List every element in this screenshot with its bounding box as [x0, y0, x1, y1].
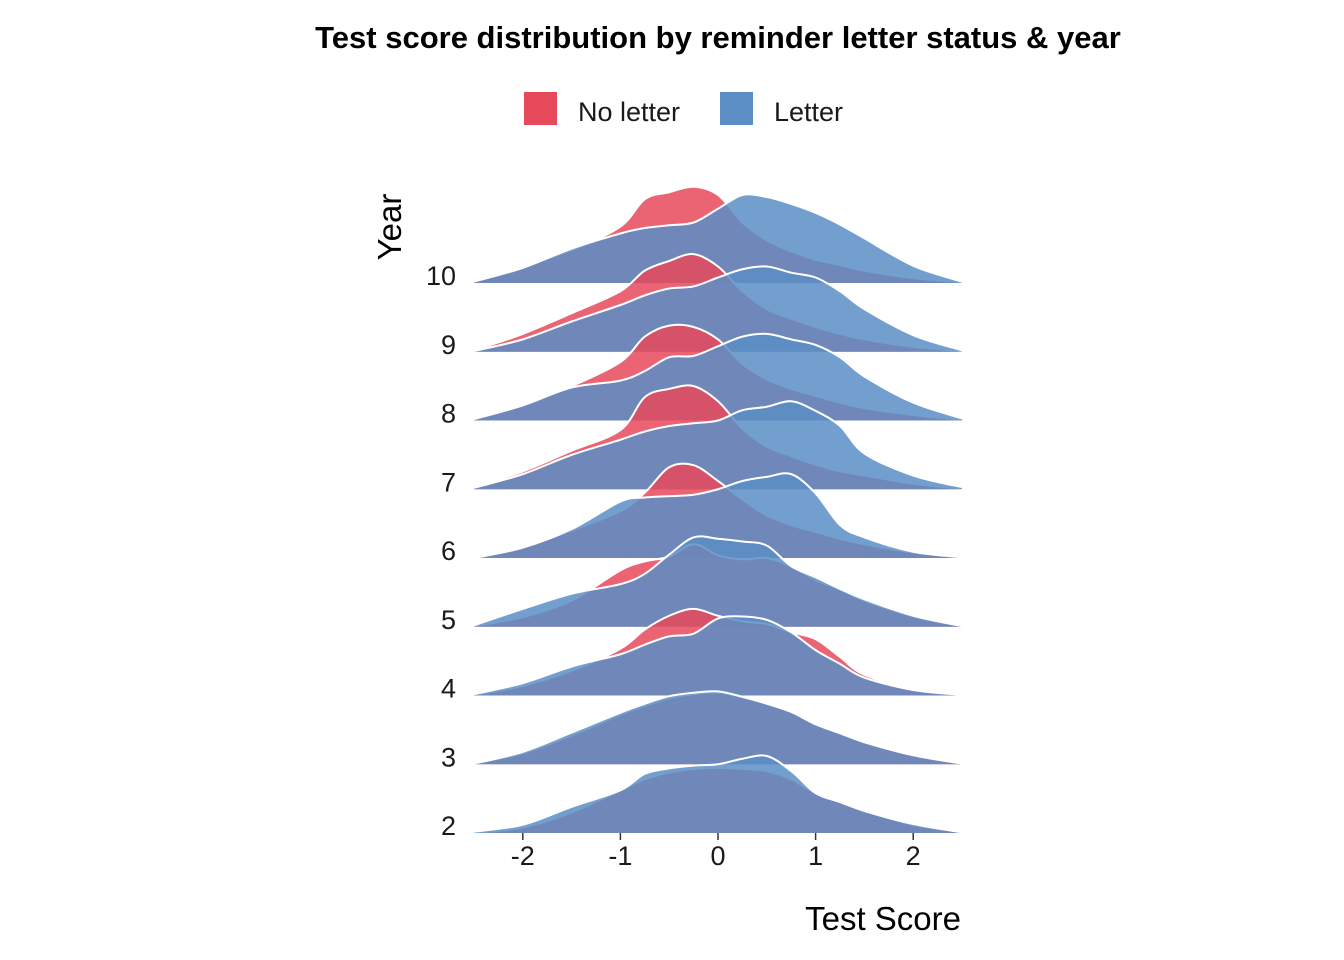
y-tick-label-9: 9: [441, 330, 456, 360]
ridge-year-2: [473, 754, 963, 834]
y-axis-ticks: 2 3 4 5 6 7 8 9 10: [426, 261, 456, 841]
ridge-year-4: [473, 607, 963, 696]
ridge-line-letter-year-7: [473, 400, 963, 489]
ridge-area-letter-year-7: [474, 401, 962, 490]
legend-swatch-no-letter: [524, 92, 557, 125]
y-axis-title: Year: [371, 194, 408, 261]
y-tick-label-8: 8: [441, 399, 456, 429]
legend-label-no-letter: No letter: [578, 97, 680, 127]
x-tick-label-2: 2: [906, 841, 921, 871]
ridge-line-letter-year-9: [473, 265, 963, 353]
y-tick-label-6: 6: [441, 536, 456, 566]
ridge-year-6: [473, 462, 963, 559]
y-tick-label-3: 3: [441, 742, 456, 772]
ridge-area-letter-year-6: [474, 473, 962, 558]
y-tick-label-10: 10: [426, 261, 456, 291]
y-tick-label-7: 7: [441, 467, 456, 497]
x-tick-label--2: -2: [511, 841, 535, 871]
x-tick-label--1: -1: [608, 841, 632, 871]
y-tick-label-2: 2: [441, 811, 456, 841]
ridge-area-letter-year-9: [474, 266, 962, 352]
ridge-area-letter-year-3: [474, 691, 962, 765]
ridge-year-8: [473, 323, 963, 421]
x-axis-title: Test Score: [805, 900, 961, 937]
ridge-year-3: [473, 690, 963, 765]
ridge-line-letter-year-6: [473, 472, 963, 559]
x-tick-label-0: 0: [710, 841, 725, 871]
x-axis-ticks: -2 -1 0 1 2: [511, 833, 921, 871]
ridge-area-letter-year-5: [474, 536, 962, 627]
ridge-line-letter-year-2: [473, 754, 963, 834]
ridge-area-letter-year-8: [474, 333, 962, 421]
ridge-line-letter-year-10: [473, 193, 963, 283]
ridge-year-9: [473, 253, 963, 353]
x-tick-label-1: 1: [808, 841, 823, 871]
ridge-year-7: [473, 384, 963, 490]
ridge-line-letter-year-3: [473, 690, 963, 765]
y-tick-label-4: 4: [441, 674, 456, 704]
ridge-line-letter-year-8: [473, 332, 963, 421]
legend-label-letter: Letter: [774, 97, 843, 127]
ridge-line-letter-year-5: [473, 535, 963, 628]
y-tick-label-5: 5: [441, 605, 456, 635]
ridge-area-letter-year-4: [474, 616, 962, 696]
ridge-line-letter-year-4: [473, 615, 963, 696]
ridge-area-letter-year-10: [474, 194, 962, 283]
ridge-year-10: [473, 185, 963, 284]
legend: No letter Letter: [524, 92, 843, 127]
ridge-area-letter-year-2: [474, 755, 962, 833]
legend-swatch-letter: [720, 92, 753, 125]
ridge-year-5: [473, 535, 963, 628]
ridges: [473, 185, 963, 834]
chart-title: Test score distribution by reminder lett…: [315, 20, 1121, 55]
